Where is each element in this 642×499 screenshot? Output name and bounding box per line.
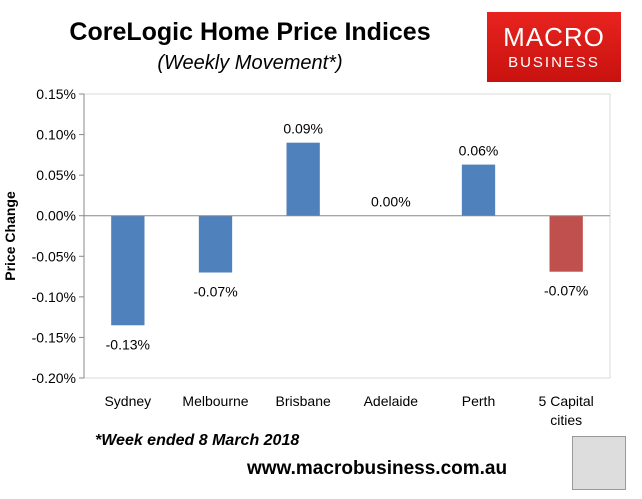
chart-subtitle: (Weekly Movement*) [157, 52, 343, 74]
y-tick-label: 0.15% [36, 86, 76, 102]
logo-sub-text: BUSINESS [508, 54, 600, 71]
data-label: 0.09% [283, 121, 323, 137]
bar-melbourne [198, 215, 233, 273]
data-label: 0.00% [371, 194, 411, 210]
y-tick-label: -0.10% [32, 289, 76, 305]
y-tick-label: -0.20% [32, 370, 76, 386]
x-tick-label: Melbourne [182, 393, 248, 409]
y-tick-label: 0.10% [36, 127, 76, 143]
website-url: www.macrobusiness.com.au [247, 458, 508, 479]
x-tick-label: Perth [462, 393, 495, 409]
x-tick-label: 5 Capital [539, 393, 594, 409]
bar-5-capital-cities [549, 215, 583, 272]
bar-chart: 0.15% 0.10% 0.05% 0.00% -0.05% -0.10% -0.15% -0… [2, 86, 611, 428]
x-tick-label: Brisbane [276, 393, 331, 409]
wolf-logo-image [572, 436, 626, 490]
data-label: -0.07% [544, 283, 588, 299]
y-tick-label: -0.15% [32, 329, 76, 345]
footnote: *Week ended 8 March 2018 [95, 432, 300, 449]
x-tick-label: cities [550, 412, 582, 428]
data-label: -0.13% [106, 336, 150, 352]
x-tick-label: Adelaide [364, 393, 419, 409]
bar-perth [461, 164, 496, 216]
data-label: 0.06% [459, 143, 499, 159]
bar-brisbane [286, 142, 320, 216]
logo-main-text: MACRO [503, 22, 605, 52]
data-label: -0.07% [193, 284, 237, 300]
x-tick-label: Sydney [104, 393, 151, 409]
chart-title: CoreLogic Home Price Indices [69, 18, 431, 46]
y-tick-label: 0.05% [36, 167, 76, 183]
y-tick-label: -0.05% [32, 248, 76, 264]
y-axis-label: Price Change [2, 191, 18, 281]
y-tick-label: 0.00% [36, 208, 76, 224]
bar-sydney [111, 215, 145, 326]
macrobusiness-logo: MACRO BUSINESS [487, 12, 621, 82]
plot-area [83, 93, 611, 379]
